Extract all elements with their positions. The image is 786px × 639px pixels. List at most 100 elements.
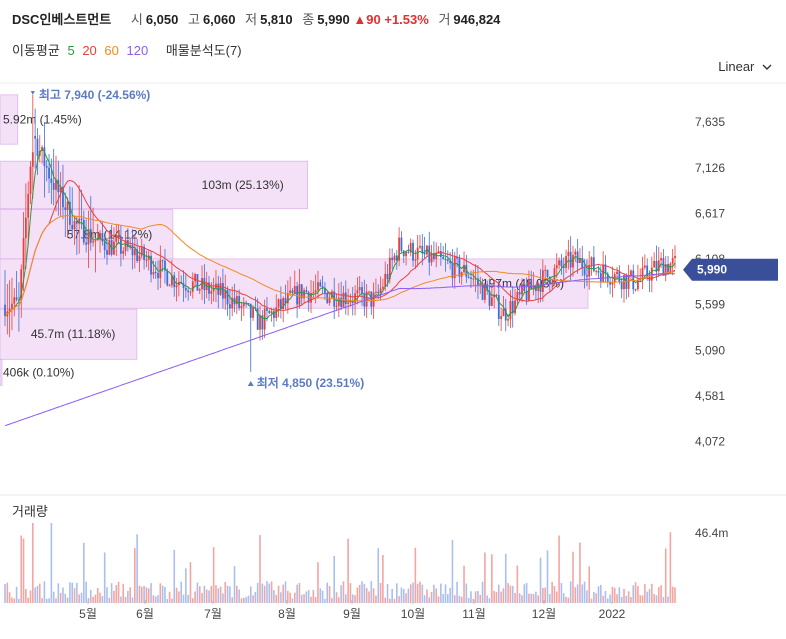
candle-body (312, 292, 315, 294)
candle-body (400, 237, 403, 251)
candle-body (64, 207, 67, 210)
volume-bar (129, 587, 131, 603)
candle-body (500, 316, 503, 319)
volume-bar (331, 598, 333, 603)
volume-profile-toggle[interactable]: 매물분석도(7) (165, 43, 242, 58)
volume-bar (238, 589, 240, 603)
volume-bar (440, 583, 442, 603)
volume-bar (479, 594, 482, 603)
candle-body (579, 258, 581, 263)
candle-body (31, 152, 34, 167)
volume-bar (333, 555, 336, 603)
candle-body (279, 299, 282, 310)
volume-bar (467, 597, 470, 603)
volume-bar (194, 591, 196, 603)
volume-bar (477, 590, 479, 603)
candle-body (488, 290, 491, 306)
volume-bar (11, 597, 13, 603)
candle-body (495, 294, 498, 296)
volume-bar (305, 591, 308, 603)
volume-bar (358, 584, 361, 603)
candle-body (653, 260, 656, 268)
volume-bar (516, 565, 519, 603)
volume-bar (451, 540, 454, 603)
volume-bar (229, 586, 231, 603)
volume-bar (597, 586, 600, 603)
candle-body (201, 278, 203, 290)
candle-body (73, 220, 76, 230)
volume-bar (428, 597, 431, 603)
volume-bar (50, 523, 53, 603)
volume-bar (131, 597, 134, 603)
candle-body (386, 273, 389, 279)
scale-select[interactable]: Linear (718, 59, 772, 74)
volume-bar (674, 587, 676, 603)
volume-bar (41, 598, 43, 603)
volume-bar (646, 591, 648, 603)
candle-body (115, 237, 118, 242)
ma-legend[interactable]: 이동평균 5 20 60 120 매물분석도(7) (12, 40, 242, 59)
volume-bar (664, 548, 667, 603)
candle-body (242, 302, 245, 307)
candle-body (298, 284, 301, 305)
volume-bar (572, 551, 574, 603)
ma-period-5: 5 (67, 43, 75, 58)
volume-bar (124, 596, 127, 603)
volume-bar (282, 584, 285, 603)
volume-bar (521, 595, 523, 603)
candle-body (548, 277, 551, 285)
volume-bar (143, 585, 145, 603)
candle-body (590, 257, 593, 265)
volume-bar (287, 590, 289, 603)
price-axis-tick: 4,581 (695, 389, 725, 403)
candle-body (657, 260, 660, 272)
candle-body (228, 304, 231, 309)
volume-bar (382, 555, 384, 603)
volume-bar (159, 583, 162, 603)
candle-body (270, 311, 273, 314)
candle-body (546, 269, 549, 278)
candle-body (630, 270, 632, 276)
candle-body (87, 229, 90, 245)
volume-bar (245, 597, 247, 603)
candle-body (15, 297, 18, 300)
volume-bar (263, 585, 266, 603)
candle-body (256, 308, 259, 330)
candle-body (124, 240, 127, 251)
volume-bar (298, 583, 301, 603)
chevron-down-icon (762, 64, 772, 70)
candle-body (514, 300, 516, 314)
volume-bar (256, 582, 259, 603)
candle-body (511, 301, 514, 314)
candle-body (187, 290, 190, 293)
candle-body (27, 194, 30, 218)
volume-bar (55, 598, 57, 603)
candle-body (305, 290, 308, 293)
volume-bar (312, 590, 315, 603)
candle-body (609, 281, 611, 285)
candle-body (655, 260, 658, 272)
volume-bar (284, 581, 287, 603)
volume-bar (553, 585, 556, 603)
candle-body (198, 289, 201, 291)
candle-body (509, 301, 512, 320)
volume-bar (616, 594, 618, 603)
candle-body (613, 274, 616, 283)
candle-body (423, 252, 426, 255)
low-label: 저 (245, 12, 258, 27)
volume-bar (391, 588, 393, 603)
candle-body (20, 269, 23, 301)
candle-body (583, 268, 586, 276)
volume-bar (108, 597, 111, 603)
volume-bar (655, 595, 658, 603)
x-axis-tick: 5월 (79, 607, 97, 621)
candle-body (152, 272, 155, 275)
volume-bar (215, 585, 217, 603)
volume-bar (231, 597, 233, 603)
candle-body (486, 284, 489, 291)
price-axis-tick: 7,126 (695, 161, 725, 175)
candle-body (66, 201, 69, 210)
volume-bar (161, 585, 164, 603)
volume-bar (421, 584, 424, 603)
